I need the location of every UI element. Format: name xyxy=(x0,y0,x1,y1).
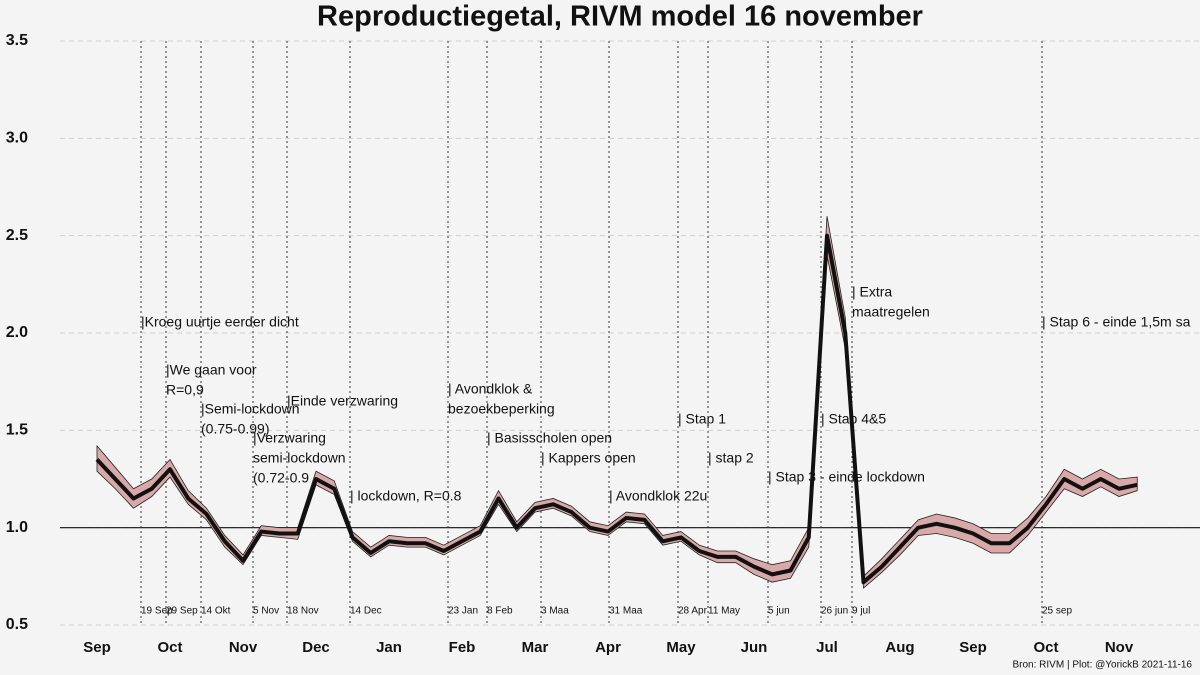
event-label: | Stap 3 - einde lockdown xyxy=(768,469,925,485)
event-date: 29 Sep xyxy=(166,606,198,617)
event-date: 18 Nov xyxy=(287,606,319,617)
confidence-band xyxy=(96,216,1138,589)
y-tick-label: 2.0 xyxy=(6,324,28,341)
r-line xyxy=(95,233,1138,585)
x-tick-label: Oct xyxy=(157,639,182,656)
y-tick-label: 0.5 xyxy=(6,616,28,633)
event-label: |Kroeg uurtje eerder dicht xyxy=(141,314,299,330)
event-date: 19 Sep xyxy=(141,606,173,617)
event-date: 8 Feb xyxy=(487,606,513,617)
footer: Bron: RIVM | Plot: @YorickB 2021-11-16 xyxy=(1013,660,1193,671)
event-label: | Avondklok & xyxy=(448,381,533,397)
x-tick-label: Nov xyxy=(229,639,258,656)
x-tick-label: Sep xyxy=(83,639,111,656)
event-label: (0.75-0.99) xyxy=(201,421,269,437)
y-tick-label: 3.0 xyxy=(6,130,28,147)
event-label: | Basisscholen open xyxy=(487,430,612,446)
x-tick-label: Apr xyxy=(595,639,621,656)
x-tick-label: Aug xyxy=(885,639,914,656)
event-label: R=0,9 xyxy=(166,382,204,398)
event-label: |Semi-lockdown xyxy=(201,401,300,417)
event-date: 14 Dec xyxy=(350,606,382,617)
event-label: maatregelen xyxy=(852,304,930,320)
event-date: 9 jul xyxy=(852,606,870,617)
chart-title: Reproductiegetal, RIVM model 16 november xyxy=(317,1,923,33)
event-label: |We gaan voor xyxy=(166,362,257,378)
x-tick-label: Oct xyxy=(1033,639,1058,656)
event-label: |Einde verzwaring xyxy=(287,393,398,409)
x-tick-label: Feb xyxy=(449,639,476,656)
event-date: 14 Okt xyxy=(201,606,231,617)
event-date: 26 jun xyxy=(821,606,848,617)
event-date: 28 Apr xyxy=(678,606,708,617)
event-date: 11 May xyxy=(708,606,740,617)
event-label: (0.72-0.9 xyxy=(253,470,309,486)
event-label: | Stap 6 - einde 1,5m sa xyxy=(1042,314,1191,330)
y-tick-label: 3.5 xyxy=(6,32,28,49)
event-date: 23 Jan xyxy=(448,606,478,617)
event-label: | Stap 4&5 xyxy=(821,411,886,427)
event-date: 31 Maa xyxy=(609,606,643,617)
y-tick-label: 1.0 xyxy=(6,519,28,536)
x-tick-label: Nov xyxy=(1105,639,1134,656)
event-date: 5 jun xyxy=(768,606,790,617)
x-tick-label: Jan xyxy=(376,639,402,656)
x-tick-label: Dec xyxy=(302,639,330,656)
event-label: |Verzwaring xyxy=(253,430,326,446)
event-date: 25 sep xyxy=(1042,606,1072,617)
x-tick-label: Mar xyxy=(522,639,549,656)
event-label: | Kappers open xyxy=(541,450,636,466)
y-tick-label: 1.5 xyxy=(6,422,28,439)
event-date: 3 Maa xyxy=(541,606,569,617)
x-tick-label: Sep xyxy=(959,639,987,656)
x-tick-label: May xyxy=(666,639,696,656)
event-date: 5 Nov xyxy=(253,606,279,617)
event-label: | Extra xyxy=(852,284,892,300)
x-tick-label: Jun xyxy=(741,639,768,656)
event-label: | stap 2 xyxy=(708,450,754,466)
event-label: bezoekbeperking xyxy=(448,401,555,417)
event-label: semi-lockdown xyxy=(253,450,346,466)
y-tick-label: 2.5 xyxy=(6,227,28,244)
x-tick-label: Jul xyxy=(816,639,838,656)
event-label: | Stap 1 xyxy=(678,411,726,427)
event-label: | lockdown, R=0.8 xyxy=(350,488,462,504)
event-label: | Avondklok 22u xyxy=(609,488,707,504)
